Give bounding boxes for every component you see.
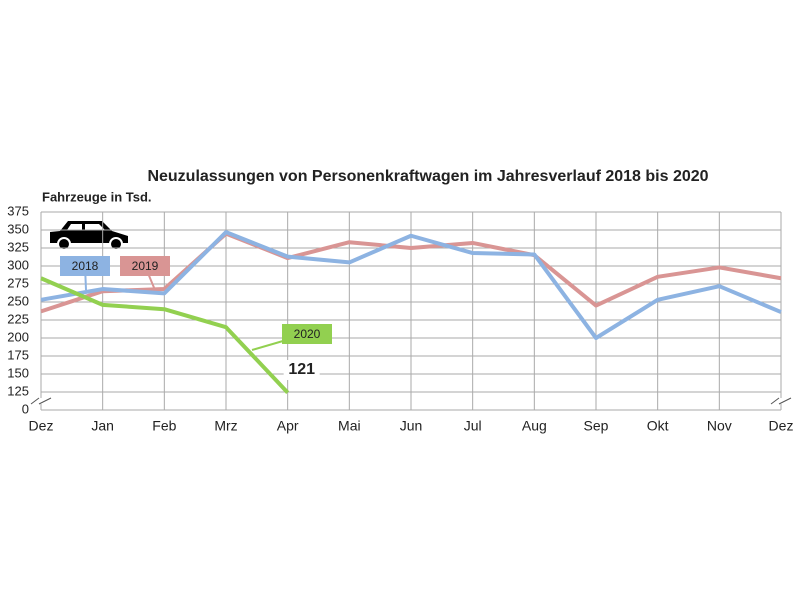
x-tick-label: Dez <box>769 418 794 434</box>
x-tick-label: Mrz <box>214 418 237 434</box>
chart-title: Neuzulassungen von Personenkraftwagen im… <box>147 168 708 185</box>
grid <box>40 211 782 411</box>
x-tick-label: Nov <box>707 418 732 434</box>
car-icon <box>50 221 128 251</box>
y-tick-label: 375 <box>7 203 29 218</box>
x-tick-label: Jun <box>400 418 423 434</box>
y-tick-label: 150 <box>7 365 29 380</box>
axis-break <box>770 397 792 405</box>
label-bg <box>283 360 320 380</box>
y-tick-label: 300 <box>7 257 29 272</box>
legend-box <box>60 256 110 276</box>
x-tick-label: Mai <box>338 418 361 434</box>
x-tick-label: Jul <box>464 418 482 434</box>
y-tick-label: 0 <box>22 401 29 416</box>
data-label: 121 <box>288 361 315 378</box>
legend-label: 2018 <box>72 259 99 273</box>
y-tick-label: 275 <box>7 275 29 290</box>
x-tick-label: Sep <box>584 418 609 434</box>
x-tick-label: Feb <box>152 418 176 434</box>
axis-break-gap <box>31 398 51 404</box>
car-window <box>67 224 105 230</box>
legend-box <box>120 256 170 276</box>
x-tick-label: Okt <box>647 418 669 434</box>
line <box>40 230 782 340</box>
y-tick-label: 225 <box>7 311 29 326</box>
x-tick-label: Apr <box>277 418 299 434</box>
legend-label: 2019 <box>132 259 159 273</box>
line <box>40 276 290 394</box>
y-tick-label: 350 <box>7 221 29 236</box>
y-tick-label: 200 <box>7 329 29 344</box>
car-wheel <box>57 237 71 251</box>
y-tick-label: 250 <box>7 293 29 308</box>
y-tick-label: 325 <box>7 239 29 254</box>
x-tick-label: Dez <box>29 418 54 434</box>
x-tick-label: Jan <box>91 418 114 434</box>
y-tick-label: 175 <box>7 347 29 362</box>
y-tick-label: 125 <box>7 383 29 398</box>
axis-break-gap <box>771 398 791 404</box>
line <box>40 231 782 314</box>
x-tick-label: Aug <box>522 418 547 434</box>
axis-break <box>30 397 52 405</box>
y-axis-label: Fahrzeuge in Tsd. <box>42 189 152 204</box>
legend-label: 2020 <box>294 327 321 341</box>
legend-box <box>282 324 332 344</box>
car-wheel <box>109 237 123 251</box>
